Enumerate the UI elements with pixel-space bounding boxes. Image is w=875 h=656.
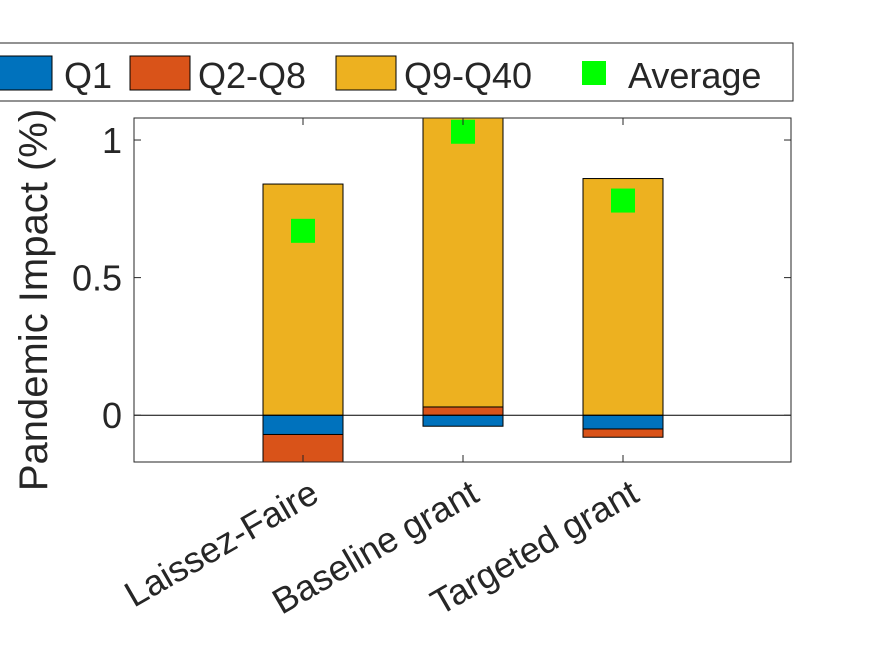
bar-segment-q2-q8-2 [422, 406, 504, 416]
legend-swatch-average [582, 61, 606, 85]
bar-segment-q1-2 [422, 414, 504, 427]
y-tick-label: 0 [102, 395, 122, 436]
legend-swatch-2 [129, 55, 191, 91]
average-marker-1 [291, 218, 315, 243]
legend-swatch-1 [0, 55, 53, 91]
legend-swatch-3 [335, 55, 397, 91]
bar-segment-q2-q8-3 [582, 428, 664, 438]
bar-segment-q9-q40-2 [422, 118, 504, 408]
bars-group [262, 118, 664, 462]
legend-label-3: Q9-Q40 [404, 55, 532, 96]
bar-segment-q1-1 [262, 414, 344, 435]
bar-segment-q9-q40-1 [262, 183, 344, 416]
legend-label-2: Q2-Q8 [198, 55, 306, 96]
y-axis-label: Pandemic Impact (%) [12, 109, 56, 491]
average-marker-3 [611, 188, 635, 213]
bar-segment-q1-3 [582, 414, 664, 430]
legend-label-1: Q1 [64, 55, 112, 96]
legend-label-4: Average [628, 55, 761, 96]
bar-segment-q9-q40-3 [582, 178, 664, 416]
y-tick-label: 0.5 [72, 258, 122, 299]
legend: Q1 Q2-Q8 Q9-Q40 Average [0, 42, 794, 102]
y-tick-label: 1 [102, 120, 122, 161]
